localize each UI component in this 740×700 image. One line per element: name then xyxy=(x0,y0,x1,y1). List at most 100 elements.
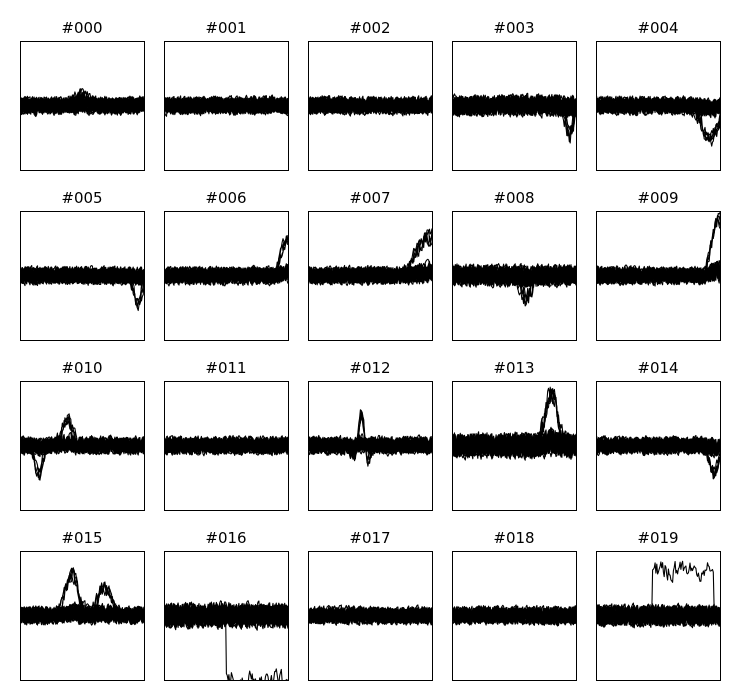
panel-title: #000 xyxy=(61,19,102,37)
panel-title: #005 xyxy=(61,189,102,207)
panel-015: #015 xyxy=(20,529,145,681)
panel-title: #008 xyxy=(493,189,534,207)
trace-group xyxy=(452,92,576,144)
panel-frame xyxy=(308,211,433,341)
panel-003: #003 xyxy=(452,19,577,171)
panel-008: #008 xyxy=(452,189,577,341)
panel-frame xyxy=(308,41,433,171)
panel-frame xyxy=(308,551,433,681)
trace-group xyxy=(308,604,432,626)
panel-title: #018 xyxy=(493,529,534,547)
panel-title: #002 xyxy=(349,19,390,37)
panel-frame xyxy=(596,381,721,511)
panel-frame xyxy=(596,551,721,681)
trace-group xyxy=(164,434,288,457)
panel-frame xyxy=(20,551,145,681)
panel-018: #018 xyxy=(452,529,577,681)
panel-010: #010 xyxy=(20,359,145,511)
panel-title: #006 xyxy=(205,189,246,207)
trace-line xyxy=(164,435,288,456)
trace-line xyxy=(596,263,720,286)
trace-line xyxy=(596,437,720,456)
trace-line xyxy=(164,436,288,454)
panel-frame xyxy=(596,211,721,341)
trace-group xyxy=(20,567,144,626)
trace-line xyxy=(20,95,144,115)
trace-line xyxy=(308,435,432,454)
panel-frame xyxy=(164,551,289,681)
trace-line xyxy=(452,94,576,116)
panel-frame xyxy=(452,211,577,341)
panel-007: #007 xyxy=(308,189,433,341)
trace-line xyxy=(164,97,288,116)
trace-line xyxy=(452,264,576,286)
panel-frame xyxy=(308,381,433,511)
trace-line xyxy=(452,605,576,625)
panel-title: #015 xyxy=(61,529,102,547)
trace-group xyxy=(308,95,432,117)
panel-013: #013 xyxy=(452,359,577,511)
trace-line xyxy=(596,603,720,628)
panel-012: #012 xyxy=(308,359,433,511)
panel-frame xyxy=(164,41,289,171)
panel-frame xyxy=(452,551,577,681)
panel-004: #004 xyxy=(596,19,721,171)
trace-group xyxy=(20,265,144,312)
trace-group xyxy=(452,262,576,307)
panel-frame xyxy=(164,381,289,511)
trace-line xyxy=(452,263,576,288)
trace-line xyxy=(20,96,144,116)
trace-line xyxy=(308,95,432,116)
panel-frame xyxy=(452,41,577,171)
trace-group xyxy=(308,409,432,467)
panel-title: #004 xyxy=(637,19,678,37)
trace-group xyxy=(164,235,288,287)
panel-title: #009 xyxy=(637,189,678,207)
panel-frame xyxy=(596,41,721,171)
panel-frame xyxy=(20,381,145,511)
trace-group xyxy=(596,560,720,629)
trace-line xyxy=(20,602,144,624)
trace-group xyxy=(164,600,288,680)
panel-title: #019 xyxy=(637,529,678,547)
panel-title: #014 xyxy=(637,359,678,377)
trace-group xyxy=(596,95,720,147)
trace-group xyxy=(452,604,576,627)
trace-group xyxy=(596,211,720,287)
panel-011: #011 xyxy=(164,359,289,511)
panel-title: #011 xyxy=(205,359,246,377)
panel-title: #012 xyxy=(349,359,390,377)
trace-line xyxy=(308,262,432,285)
panel-title: #001 xyxy=(205,19,246,37)
panel-016: #016 xyxy=(164,529,289,681)
trace-line xyxy=(308,96,432,116)
panel-001: #001 xyxy=(164,19,289,171)
trace-line xyxy=(596,604,720,628)
panel-017: #017 xyxy=(308,529,433,681)
trace-group xyxy=(164,94,288,117)
trace-line xyxy=(308,265,432,285)
panel-frame xyxy=(20,41,145,171)
trace-group xyxy=(596,434,720,480)
trace-line xyxy=(20,266,144,285)
trace-line xyxy=(452,431,576,460)
panel-000: #000 xyxy=(20,19,145,171)
trace-group xyxy=(20,413,144,481)
panel-frame xyxy=(20,211,145,341)
panel-002: #002 xyxy=(308,19,433,171)
panel-frame xyxy=(164,211,289,341)
panel-006: #006 xyxy=(164,189,289,341)
panel-009: #009 xyxy=(596,189,721,341)
trace-group xyxy=(452,386,576,461)
panel-019: #019 xyxy=(596,529,721,681)
trace-line xyxy=(596,436,720,455)
panel-title: #003 xyxy=(493,19,534,37)
panel-014: #014 xyxy=(596,359,721,511)
trace-line xyxy=(308,605,432,626)
panel-title: #016 xyxy=(205,529,246,547)
panel-title: #010 xyxy=(61,359,102,377)
trace-line xyxy=(596,96,720,118)
trace-line xyxy=(164,603,288,631)
trace-line xyxy=(164,95,288,115)
panel-title: #017 xyxy=(349,529,390,547)
